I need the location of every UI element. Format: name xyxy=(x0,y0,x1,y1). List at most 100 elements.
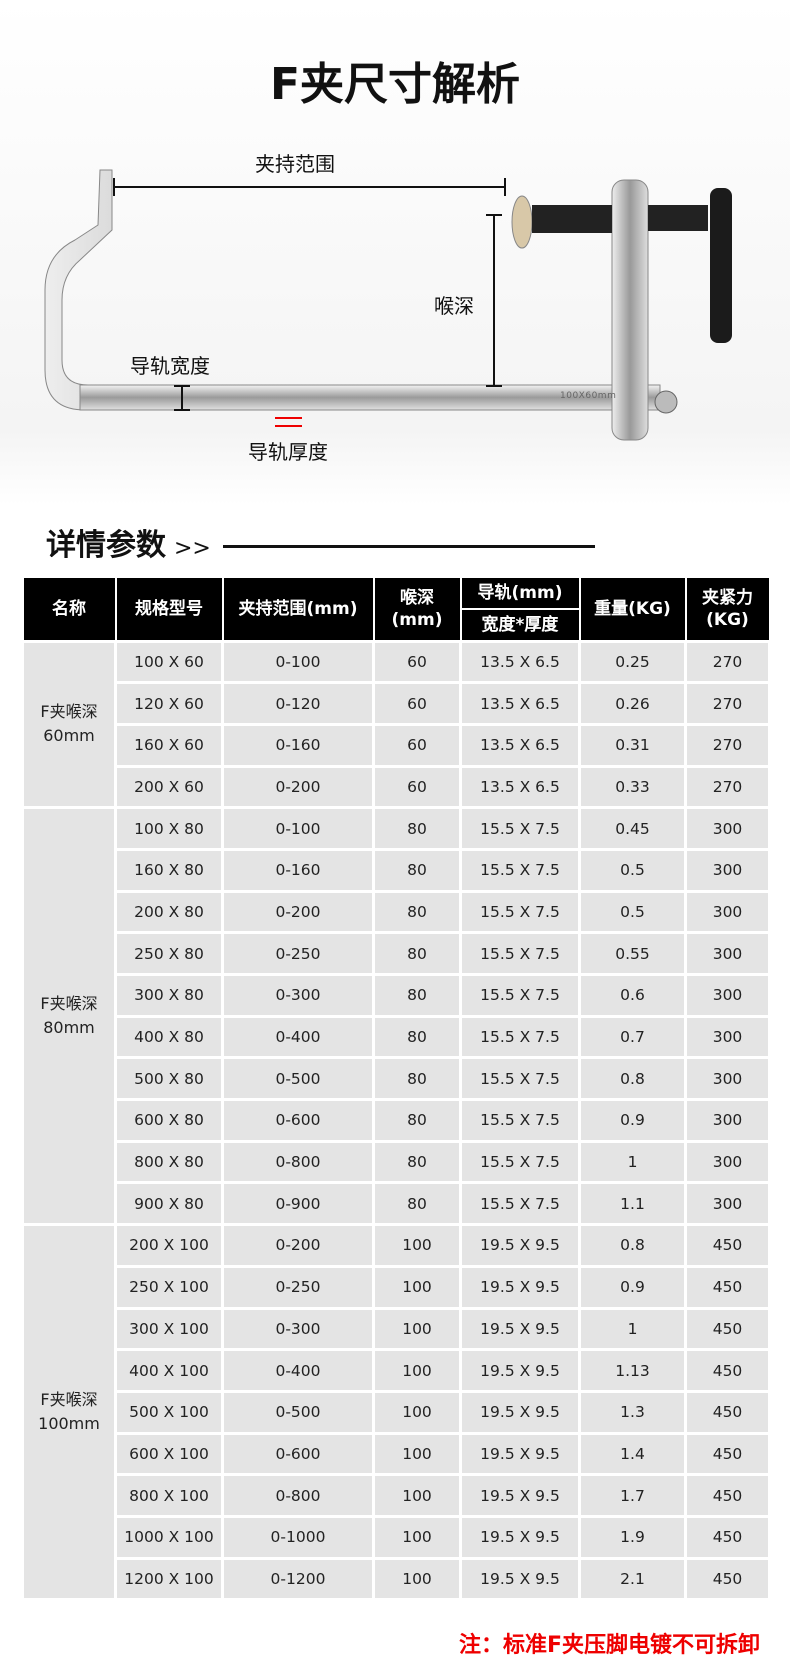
header-name: 名称 xyxy=(21,576,117,642)
cell-model: 300 X 100 xyxy=(114,1306,224,1352)
cell-weight: 2.1 xyxy=(578,1556,687,1602)
spec-table: 名称 规格型号 夹持范围(mm) 喉深 (mm) 导轨(mm) 重量(KG) 夹… xyxy=(21,576,771,1602)
cell-rail: 19.5 X 9.5 xyxy=(459,1264,581,1310)
cell-force: 300 xyxy=(684,1014,771,1060)
cell-range: 0-800 xyxy=(221,1473,375,1518)
cell-model: 600 X 80 xyxy=(114,1098,224,1143)
cell-force: 300 xyxy=(684,973,771,1018)
cell-model: 100 X 60 xyxy=(114,639,224,685)
cell-force: 450 xyxy=(684,1556,771,1602)
cell-depth: 100 xyxy=(372,1264,462,1310)
table-row: 250 X 80 0-250 80 15.5 X 7.5 0.55 300 xyxy=(23,931,771,976)
table-row: 1200 X 100 0-1200 100 19.5 X 9.5 2.1 450 xyxy=(23,1556,771,1602)
cell-rail: 13.5 X 6.5 xyxy=(459,681,581,726)
cell-rail: 15.5 X 7.5 xyxy=(459,889,581,935)
cell-weight: 0.6 xyxy=(578,973,687,1018)
cell-depth: 80 xyxy=(372,973,462,1018)
cell-weight: 1.3 xyxy=(578,1389,687,1435)
cell-rail: 19.5 X 9.5 xyxy=(459,1348,581,1393)
cell-depth: 60 xyxy=(372,722,462,768)
footnote: 注：标准F夹压脚电镀不可拆卸 xyxy=(458,1633,760,1658)
cell-depth: 80 xyxy=(372,847,462,893)
cell-rail: 13.5 X 6.5 xyxy=(459,764,581,810)
cell-depth: 80 xyxy=(372,1014,462,1060)
cell-model: 200 X 80 xyxy=(114,889,224,935)
f-clamp-illustration xyxy=(44,169,732,441)
cell-model: 120 X 60 xyxy=(114,681,224,726)
table-row: 160 X 60 0-160 60 13.5 X 6.5 0.31 270 xyxy=(23,722,771,768)
cell-weight: 0.8 xyxy=(578,1056,687,1102)
cell-rail: 19.5 X 9.5 xyxy=(459,1223,581,1268)
table-row: 400 X 100 0-400 100 19.5 X 9.5 1.13 450 xyxy=(23,1348,771,1393)
cell-depth: 100 xyxy=(372,1348,462,1393)
cell-weight: 1.7 xyxy=(578,1473,687,1518)
cell-range: 0-500 xyxy=(221,1056,375,1102)
rail-thickness-label: 导轨厚度 xyxy=(248,440,328,464)
cell-depth: 80 xyxy=(372,1056,462,1102)
cell-range: 0-160 xyxy=(221,722,375,768)
cell-weight: 0.8 xyxy=(578,1223,687,1268)
cell-depth: 80 xyxy=(372,931,462,976)
table-row: 200 X 80 0-200 80 15.5 X 7.5 0.5 300 xyxy=(23,889,771,935)
cell-model: 600 X 100 xyxy=(114,1431,224,1477)
cell-weight: 0.7 xyxy=(578,1014,687,1060)
cell-model: 300 X 80 xyxy=(114,973,224,1018)
cell-range: 0-200 xyxy=(221,1223,375,1268)
cell-weight: 0.5 xyxy=(578,847,687,893)
header-model: 规格型号 xyxy=(114,576,224,642)
cell-weight: 1.13 xyxy=(578,1348,687,1393)
cell-range: 0-100 xyxy=(221,806,375,851)
header-depth: 喉深 (mm) xyxy=(372,576,462,642)
section-heading: 详情参数 >> xyxy=(46,520,595,564)
cell-range: 0-1000 xyxy=(221,1514,375,1560)
table-row: 160 X 80 0-160 80 15.5 X 7.5 0.5 300 xyxy=(23,847,771,893)
cell-rail: 19.5 X 9.5 xyxy=(459,1514,581,1560)
cell-force: 270 xyxy=(684,639,771,685)
table-row: 800 X 100 0-800 100 19.5 X 9.5 1.7 450 xyxy=(23,1473,771,1518)
cell-force: 450 xyxy=(684,1389,771,1435)
cell-range: 0-100 xyxy=(221,639,375,685)
cell-weight: 1.1 xyxy=(578,1181,687,1227)
cell-rail: 13.5 X 6.5 xyxy=(459,722,581,768)
cell-depth: 60 xyxy=(372,764,462,810)
cell-model: 800 X 80 xyxy=(114,1139,224,1185)
cell-rail: 19.5 X 9.5 xyxy=(459,1556,581,1602)
clamp-range-label: 夹持范围 xyxy=(255,152,335,176)
cell-force: 450 xyxy=(684,1264,771,1310)
rail-marking: 100X60mm xyxy=(560,391,617,401)
cell-depth: 60 xyxy=(372,639,462,685)
cell-model: 250 X 100 xyxy=(114,1264,224,1310)
cell-rail: 19.5 X 9.5 xyxy=(459,1306,581,1352)
cell-force: 300 xyxy=(684,847,771,893)
cell-depth: 80 xyxy=(372,1181,462,1227)
cell-rail: 19.5 X 9.5 xyxy=(459,1473,581,1518)
header-rail-sub: 宽度*厚度 xyxy=(459,608,581,642)
cell-range: 0-800 xyxy=(221,1139,375,1185)
cell-range: 0-900 xyxy=(221,1181,375,1227)
cell-depth: 80 xyxy=(372,889,462,935)
cell-force: 450 xyxy=(684,1348,771,1393)
cell-range: 0-600 xyxy=(221,1431,375,1477)
section-title: 详情参数 xyxy=(46,528,166,563)
cell-weight: 1.4 xyxy=(578,1431,687,1477)
header-force: 夹紧力 (KG) xyxy=(684,576,771,642)
cell-force: 300 xyxy=(684,1098,771,1143)
cell-force: 300 xyxy=(684,1056,771,1102)
cell-model: 500 X 80 xyxy=(114,1056,224,1102)
cell-weight: 1 xyxy=(578,1306,687,1352)
cell-model: 400 X 100 xyxy=(114,1348,224,1393)
cell-weight: 0.5 xyxy=(578,889,687,935)
group-name-cell: F夹喉深 100mm xyxy=(21,1223,117,1602)
table-row: 500 X 80 0-500 80 15.5 X 7.5 0.8 300 xyxy=(23,1056,771,1102)
cell-force: 450 xyxy=(684,1223,771,1268)
cell-force: 450 xyxy=(684,1473,771,1518)
table-row: 600 X 80 0-600 80 15.5 X 7.5 0.9 300 xyxy=(23,1098,771,1143)
cell-rail: 15.5 X 7.5 xyxy=(459,847,581,893)
cell-rail: 19.5 X 9.5 xyxy=(459,1431,581,1477)
cell-weight: 0.31 xyxy=(578,722,687,768)
cell-weight: 0.25 xyxy=(578,639,687,685)
cell-range: 0-1200 xyxy=(221,1556,375,1602)
table-row: 250 X 100 0-250 100 19.5 X 9.5 0.9 450 xyxy=(23,1264,771,1310)
cell-force: 300 xyxy=(684,889,771,935)
table-row: 300 X 80 0-300 80 15.5 X 7.5 0.6 300 xyxy=(23,973,771,1018)
